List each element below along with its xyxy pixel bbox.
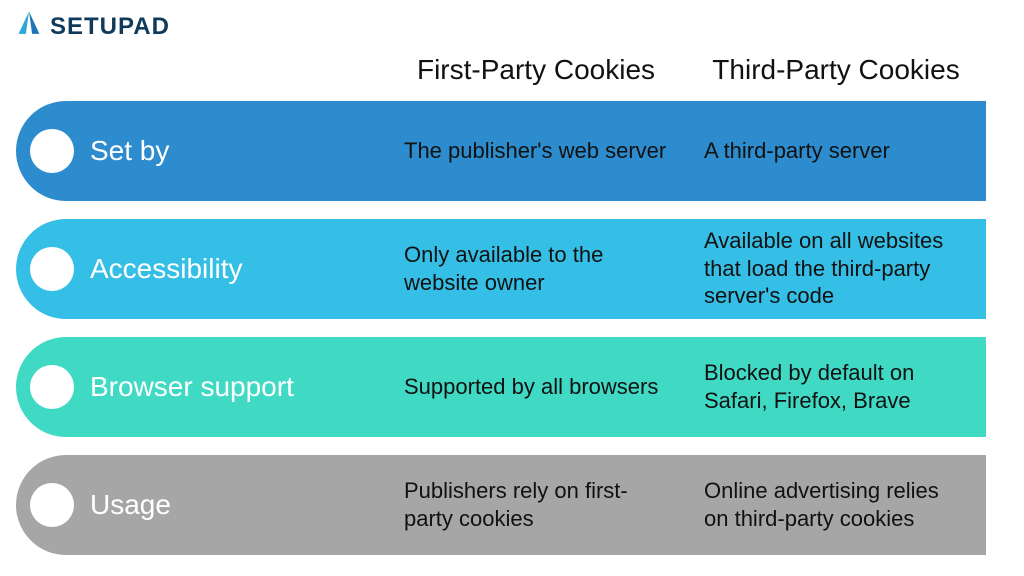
row-label-text: Browser support	[90, 371, 294, 403]
table-cell: The publisher's web server	[386, 101, 686, 201]
table-cell: A third-party server	[686, 101, 986, 201]
column-header-first-party: First-Party Cookies	[386, 49, 686, 101]
table-cell: Online advertising relies on third-party…	[686, 455, 986, 555]
pill-dot-icon	[30, 483, 74, 527]
pill-dot-icon	[30, 129, 74, 173]
brand-logo: SETUPAD	[16, 10, 1008, 43]
row-label-pill: Accessibility	[16, 219, 386, 319]
page: SETUPAD First-Party Cookies Third-Party …	[0, 0, 1024, 576]
table-cell: Supported by all browsers	[386, 337, 686, 437]
row-label-text: Accessibility	[90, 253, 242, 285]
row-label-text: Set by	[90, 135, 169, 167]
table-cell: Blocked by default on Safari, Firefox, B…	[686, 337, 986, 437]
table-cell: Available on all websites that load the …	[686, 219, 986, 319]
table-cell: Only available to the website owner	[386, 219, 686, 319]
row-label-pill: Set by	[16, 101, 386, 201]
brand-name: SETUPAD	[50, 13, 170, 41]
brand-logo-icon	[16, 10, 42, 43]
table-cell: Publishers rely on first-party cookies	[386, 455, 686, 555]
pill-dot-icon	[30, 365, 74, 409]
row-label-pill: Usage	[16, 455, 386, 555]
header-spacer	[16, 49, 386, 101]
row-label-pill: Browser support	[16, 337, 386, 437]
column-header-third-party: Third-Party Cookies	[686, 49, 986, 101]
pill-dot-icon	[30, 247, 74, 291]
comparison-table: First-Party Cookies Third-Party Cookies …	[16, 49, 1008, 555]
row-label-text: Usage	[90, 489, 171, 521]
